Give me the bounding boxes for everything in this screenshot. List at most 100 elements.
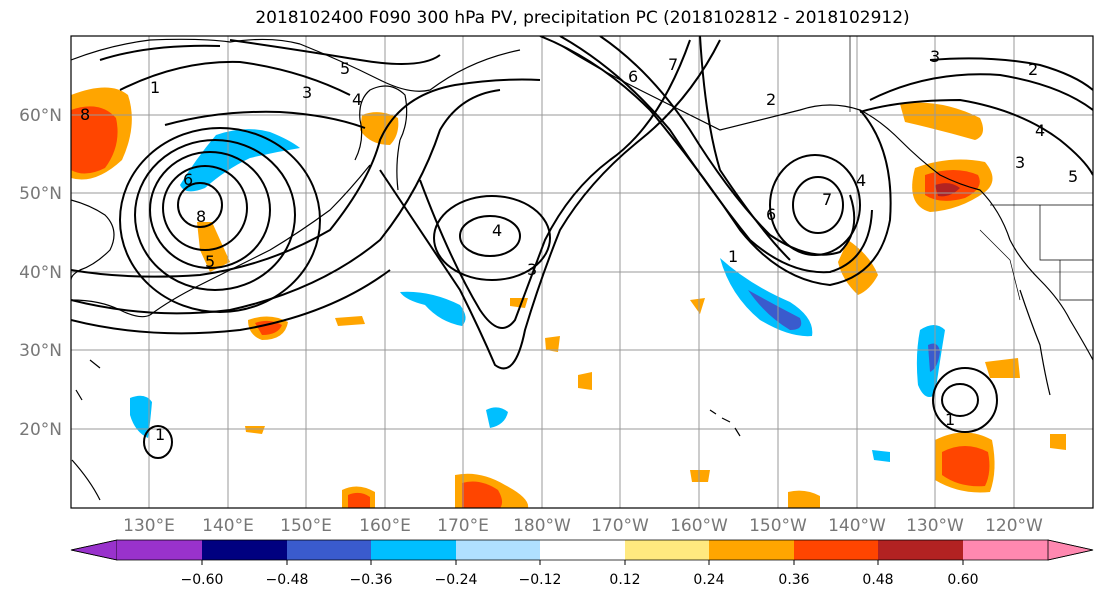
colorbar-tick-label: −0.36 (350, 572, 393, 588)
contour-label: 3 (527, 260, 537, 279)
lat-label: 60°N (19, 106, 62, 126)
longitude-labels: 130°E 140°E 150°E 160°E 170°E 180°W 170°… (123, 516, 1043, 536)
precip-positive-area (690, 470, 710, 482)
precip-positive-core (462, 481, 503, 508)
lon-label: 130°W (906, 516, 964, 536)
colorbar-segment (963, 540, 1048, 560)
precip-positive-area (545, 336, 560, 352)
contour-label: 6 (628, 67, 638, 86)
contour-label: 8 (196, 207, 206, 226)
colorbar-segment (456, 540, 540, 560)
precip-negative-area (486, 407, 508, 428)
colorbar: −0.60 −0.48 −0.36 −0.24 −0.12 0.12 0.24 … (70, 539, 1094, 588)
contour-label: 4 (1035, 121, 1045, 140)
pv-contour-labels: 1 1 1 1 2 2 3 3 3 3 4 4 4 4 5 5 5 6 6 6 … (80, 47, 1078, 444)
precip-positive-area (197, 222, 230, 272)
colorbar-segment (117, 540, 202, 560)
colorbar-over-extension (1047, 539, 1094, 561)
lon-label: 170°W (591, 516, 649, 536)
colorbar-ticks (201, 560, 964, 565)
lon-label: 160°E (359, 516, 411, 536)
lon-label: 160°W (670, 516, 728, 536)
pv-contours (71, 36, 1093, 459)
precip-positive-area (360, 112, 399, 145)
precip-positive-area (788, 490, 820, 508)
colorbar-under-extension (70, 539, 118, 561)
contour-label: 5 (205, 252, 215, 271)
contour-label: 3 (1015, 153, 1025, 172)
colorbar-segment (794, 540, 878, 560)
precip-negative-core (928, 343, 940, 372)
contour-label: 8 (80, 105, 90, 124)
lon-label: 140°E (202, 516, 254, 536)
contour-label: 1 (150, 78, 160, 97)
contour-label: 4 (352, 90, 362, 109)
lon-label: 170°E (437, 516, 489, 536)
precip-negative-core (748, 290, 802, 330)
contour-label: 3 (302, 83, 312, 102)
contour-label: 1 (728, 247, 738, 266)
colorbar-tick-label: 0.60 (947, 572, 978, 588)
lat-label: 30°N (19, 341, 62, 361)
contour-label: 1 (155, 425, 165, 444)
colorbar-segment (371, 540, 456, 560)
precip-positive-area (1050, 434, 1066, 450)
colorbar-outline (70, 539, 1094, 561)
precip-positive-core (71, 106, 118, 174)
contour-label: 7 (668, 55, 678, 74)
colorbar-segment (709, 540, 794, 560)
colorbar-segment (625, 540, 709, 560)
contour-label: 3 (930, 47, 940, 66)
lon-label: 150°W (749, 516, 807, 536)
contour-label: 6 (183, 170, 193, 189)
precip-positive-core (942, 446, 990, 487)
contour-label: 7 (822, 190, 832, 209)
colorbar-tick-label: 0.12 (609, 572, 640, 588)
contour-label: 4 (492, 221, 502, 240)
lat-label: 40°N (19, 263, 62, 283)
latitude-labels: 20°N 30°N 40°N 50°N 60°N (19, 106, 62, 440)
colorbar-tick-label: 0.24 (693, 572, 724, 588)
precip-positive-core (348, 492, 370, 508)
lat-label: 20°N (19, 420, 62, 440)
precip-shading (71, 87, 1066, 508)
precip-negative-area (872, 450, 890, 462)
precip-positive-area (335, 316, 365, 326)
colorbar-segment (878, 540, 963, 560)
colorbar-tick-label: −0.24 (435, 572, 478, 588)
map-frame (70, 35, 1094, 509)
lon-label: 120°W (985, 516, 1043, 536)
precip-negative-area (400, 291, 466, 326)
colorbar-tick-label: 0.36 (778, 572, 809, 588)
colorbar-tick-label: −0.48 (266, 572, 309, 588)
borders (849, 36, 1093, 301)
precip-positive-area (578, 372, 592, 390)
figure-title: 2018102400 F090 300 hPa PV, precipitatio… (255, 8, 910, 28)
colorbar-tick-label: −0.60 (181, 572, 224, 588)
lon-label: 150°E (280, 516, 332, 536)
coastlines (71, 38, 1093, 501)
precip-negative-area (130, 395, 152, 438)
colorbar-segment (287, 540, 371, 560)
lat-label: 50°N (19, 184, 62, 204)
lon-label: 180°W (513, 516, 571, 536)
contour-label: 2 (766, 90, 776, 109)
contour-label: 1 (945, 410, 955, 429)
lon-label: 140°W (828, 516, 886, 536)
contour-label: 5 (1068, 167, 1078, 186)
contour-label: 2 (1028, 60, 1038, 79)
colorbar-segment (202, 540, 287, 560)
gridlines (71, 36, 1093, 508)
precip-positive-area (510, 298, 528, 308)
precip-positive-area (985, 358, 1020, 378)
colorbar-segment (540, 540, 625, 560)
precip-positive-area (690, 298, 705, 314)
contour-label: 5 (340, 59, 350, 78)
precip-positive-area (900, 102, 984, 140)
contour-label: 6 (766, 205, 776, 224)
lon-label: 130°E (123, 516, 175, 536)
precip-positive-area (245, 426, 265, 434)
colorbar-tick-label: 0.48 (862, 572, 893, 588)
colorbar-tick-label: −0.12 (519, 572, 562, 588)
